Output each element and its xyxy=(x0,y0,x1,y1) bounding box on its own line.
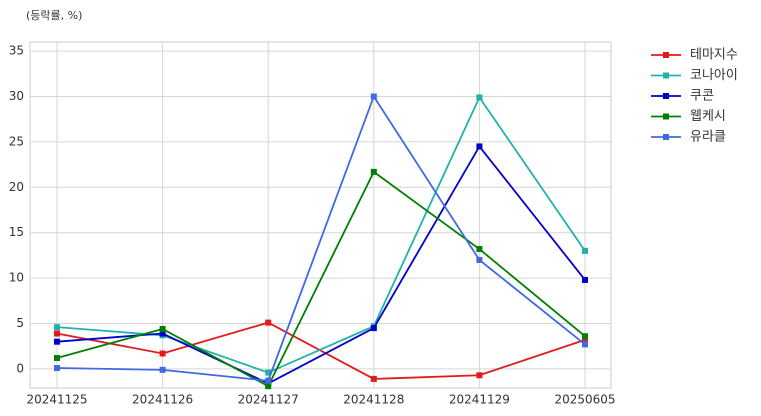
point-marker xyxy=(54,324,60,331)
point-marker xyxy=(265,377,272,384)
y-tick-label: 25 xyxy=(9,134,24,148)
point-marker xyxy=(370,93,377,100)
x-tick-label: 20241126 xyxy=(132,393,193,407)
point-marker xyxy=(476,246,483,253)
x-tick-label: 20241129 xyxy=(449,393,510,407)
point-marker xyxy=(54,365,60,372)
point-marker xyxy=(370,375,377,382)
legend-label: 코나아이 xyxy=(690,68,738,83)
x-tick-label: 20241128 xyxy=(343,393,404,407)
series-line xyxy=(56,321,586,380)
legend-marker xyxy=(663,113,669,120)
y-tick-label: 35 xyxy=(9,44,24,58)
legend-label: 웹케시 xyxy=(690,109,726,124)
point-marker xyxy=(265,319,272,326)
point-marker xyxy=(54,355,60,362)
plot-frame xyxy=(29,41,612,389)
point-marker xyxy=(159,325,166,332)
point-marker xyxy=(582,276,588,283)
point-marker xyxy=(265,383,272,390)
point-marker xyxy=(370,325,377,332)
point-marker xyxy=(476,256,483,263)
x-tick-label: 20241127 xyxy=(238,393,299,407)
legend-marker xyxy=(663,52,669,58)
point-marker xyxy=(476,143,483,150)
legend-marker xyxy=(663,72,669,79)
point-marker xyxy=(582,336,588,343)
point-marker xyxy=(582,247,588,254)
point-marker xyxy=(582,341,588,348)
y-tick-label: 30 xyxy=(9,89,24,103)
series-line xyxy=(56,170,586,388)
y-tick-label: 10 xyxy=(9,271,24,285)
legend-marker xyxy=(663,134,669,140)
point-marker xyxy=(159,350,166,357)
y-tick-label: 0 xyxy=(16,361,24,375)
y-tick-label: 5 xyxy=(16,316,24,330)
y-tick-label: 15 xyxy=(9,225,24,239)
legend-label: 유라클 xyxy=(690,130,726,145)
legend-label: 테마지수 xyxy=(690,48,738,63)
point-marker xyxy=(582,333,588,340)
point-marker xyxy=(476,94,483,101)
point-marker xyxy=(159,330,166,337)
y-tick-label: 20 xyxy=(9,180,24,194)
point-marker xyxy=(54,330,60,337)
legend-marker xyxy=(663,93,669,99)
x-tick-label: 20241125 xyxy=(26,393,87,407)
chart-title: (등락률, %) xyxy=(26,9,82,22)
point-marker xyxy=(54,338,60,345)
series-line xyxy=(56,144,586,385)
point-marker xyxy=(265,369,272,376)
x-tick-label: 20250605 xyxy=(554,393,615,407)
legend-label: 쿠콘 xyxy=(690,89,714,104)
point-marker xyxy=(370,168,377,175)
series-line xyxy=(56,94,586,382)
point-marker xyxy=(476,372,483,379)
point-marker xyxy=(159,366,166,373)
